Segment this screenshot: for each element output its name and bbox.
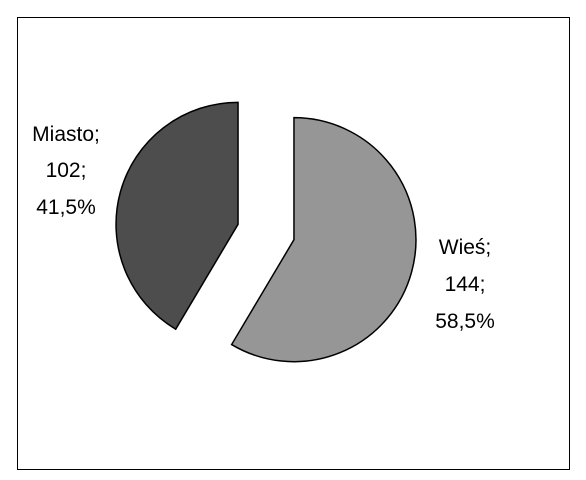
pie-slice-wies <box>230 116 417 363</box>
pie-slices <box>115 101 417 363</box>
slice-label-miasto-name: Miasto; <box>32 123 100 146</box>
slice-label-miasto-percent: 41,5% <box>36 196 96 219</box>
slice-label-wies-percent: 58,5% <box>435 310 495 333</box>
slice-label-wies-name: Wieś; <box>439 236 492 259</box>
slice-label-miasto-value: 102; <box>46 159 87 182</box>
pie-slice-miasto <box>115 101 239 331</box>
slice-label-wies-value: 144; <box>445 273 486 296</box>
